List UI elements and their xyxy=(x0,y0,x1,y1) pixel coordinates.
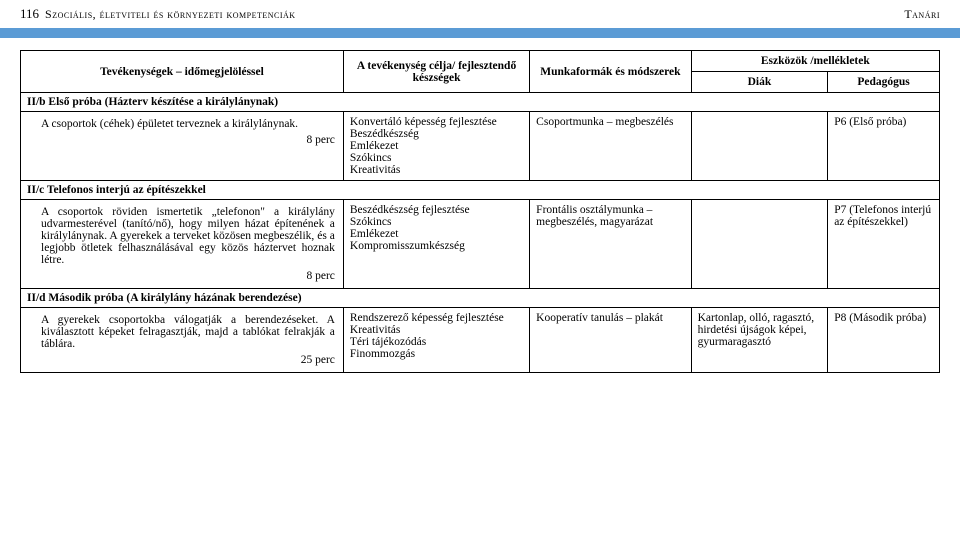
page-number: 116 xyxy=(20,6,39,22)
header-bar xyxy=(0,28,960,38)
activity-time: 8 perc xyxy=(41,134,335,146)
cell-activity: A csoportok (céhek) épületet terveznek a… xyxy=(21,112,344,181)
cell-student xyxy=(691,200,828,289)
cell-teacher: P6 (Első próba) xyxy=(828,112,940,181)
header-title-right: Tanári xyxy=(904,7,940,22)
cell-teacher: P7 (Telefonos interjú az építészekkel) xyxy=(828,200,940,289)
cell-goal: Rendszerező képesség fejlesztése Kreativ… xyxy=(343,308,529,373)
cell-goal: Konvertáló képesség fejlesztése Beszédké… xyxy=(343,112,529,181)
th-student: Diák xyxy=(691,72,828,93)
activity-text: A csoportok röviden ismertetik „telefono… xyxy=(41,206,335,266)
activity-time: 25 perc xyxy=(41,354,335,366)
section-label: II/c Telefonos interjú az építészekkel xyxy=(21,181,940,200)
header-left: 116 Szociális, életviteli és környezeti … xyxy=(20,6,296,22)
cell-methods: Kooperatív tanulás – plakát xyxy=(530,308,691,373)
cell-student: Kartonlap, olló, ragasztó, hirdetési újs… xyxy=(691,308,828,373)
cell-methods: Csoportmunka – megbeszélés xyxy=(530,112,691,181)
header-title-left: Szociális, életviteli és környezeti komp… xyxy=(45,7,296,22)
cell-teacher: P8 (Második próba) xyxy=(828,308,940,373)
activity-text: A gyerekek csoportokba válogatják a bere… xyxy=(41,314,335,350)
th-activities: Tevékenységek – időmegjelöléssel xyxy=(21,51,344,93)
activity-time: 8 perc xyxy=(41,270,335,282)
table-row: A csoportok (céhek) épületet terveznek a… xyxy=(21,112,940,181)
section-row: II/d Második próba (A királylány házának… xyxy=(21,289,940,308)
th-teacher: Pedagógus xyxy=(828,72,940,93)
cell-goal: Beszédkészség fejlesztése Szókincs Emlék… xyxy=(343,200,529,289)
cell-student xyxy=(691,112,828,181)
activity-text: A csoportok (céhek) épületet terveznek a… xyxy=(41,118,335,130)
section-row: II/b Első próba (Házterv készítése a kir… xyxy=(21,93,940,112)
page-header: 116 Szociális, életviteli és környezeti … xyxy=(0,0,960,26)
table-row: A csoportok röviden ismertetik „telefono… xyxy=(21,200,940,289)
cell-methods: Frontális osztálymunka – megbeszélés, ma… xyxy=(530,200,691,289)
cell-activity: A gyerekek csoportokba válogatják a bere… xyxy=(21,308,344,373)
section-label: II/b Első próba (Házterv készítése a kir… xyxy=(21,93,940,112)
th-methods: Munkaformák és módszerek xyxy=(530,51,691,93)
section-label: II/d Második próba (A királylány házának… xyxy=(21,289,940,308)
page: 116 Szociális, életviteli és környezeti … xyxy=(0,0,960,373)
table-body: II/b Első próba (Házterv készítése a kir… xyxy=(21,93,940,373)
th-tools: Eszközök /mellékletek xyxy=(691,51,939,72)
table-row: A gyerekek csoportokba válogatják a bere… xyxy=(21,308,940,373)
cell-activity: A csoportok röviden ismertetik „telefono… xyxy=(21,200,344,289)
th-goal: A tevékenység célja/ fejlesztendő készsé… xyxy=(343,51,529,93)
main-table: Tevékenységek – időmegjelöléssel A tevék… xyxy=(20,50,940,373)
section-row: II/c Telefonos interjú az építészekkel xyxy=(21,181,940,200)
